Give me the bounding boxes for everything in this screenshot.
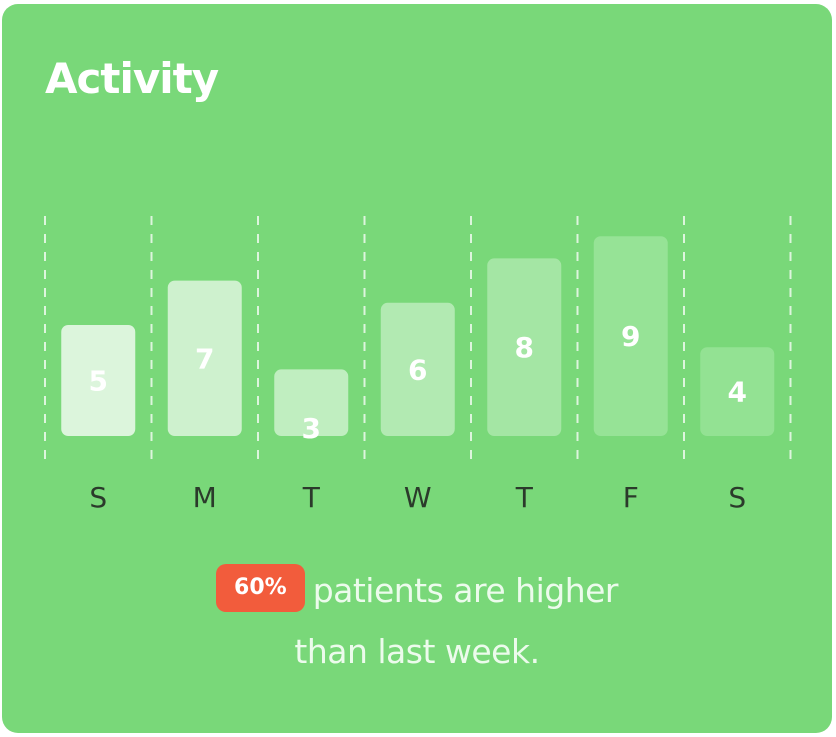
activity-card: Activity 5 S 7 M 3 T 6 W 8 T 9 F 4 S 60% patients are …: [2, 4, 832, 733]
day-label: S: [89, 481, 107, 514]
summary-line-2: than last week.: [294, 632, 540, 671]
bar-value-label: 4: [728, 376, 747, 409]
day-label: M: [193, 481, 217, 514]
bar: [61, 325, 136, 436]
bar: [274, 369, 349, 436]
bar: [700, 347, 775, 436]
summary-text: 60% patients are higher than last week.: [2, 560, 832, 682]
percent-badge: 60%: [216, 563, 305, 612]
bar: [487, 258, 562, 436]
day-label: S: [728, 481, 746, 514]
bar-value-label: 3: [302, 412, 321, 445]
bar-value-label: 8: [515, 331, 534, 364]
summary-line-1: patients are higher: [312, 571, 619, 610]
bar: [167, 280, 242, 436]
activity-bar-chart: 5 S 7 M 3 T 6 W 8 T 9 F 4 S: [44, 216, 792, 514]
day-label: T: [515, 481, 534, 514]
day-label: F: [623, 481, 639, 514]
bar-value-label: 5: [89, 365, 108, 398]
bar: [380, 302, 455, 436]
card-title: Activity: [45, 54, 219, 103]
bar-value-label: 9: [621, 320, 640, 353]
bar-value-label: 6: [408, 353, 427, 386]
day-label: T: [302, 481, 321, 514]
bar-value-label: 7: [195, 342, 214, 375]
bar: [593, 236, 668, 436]
day-label: W: [404, 481, 432, 514]
